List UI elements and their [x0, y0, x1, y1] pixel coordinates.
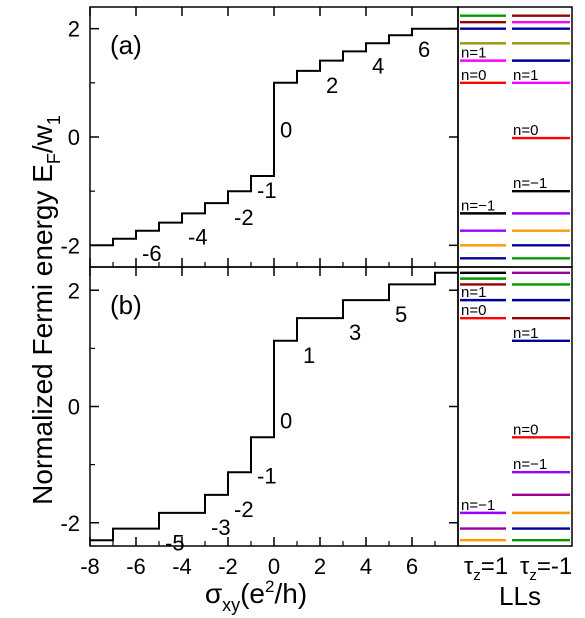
- step-label: -2: [234, 205, 254, 230]
- x-axis-label: σxy(e2/h): [205, 577, 307, 615]
- step-label: -3: [211, 515, 231, 540]
- landau-level-label: n=0: [461, 302, 486, 319]
- x-tick-label: 0: [268, 554, 280, 579]
- landau-level-label: n=1: [461, 284, 486, 301]
- tau-label-2: τz=-1: [520, 553, 572, 584]
- y-axis-label: Normalized Fermi energy EF/w1: [27, 115, 64, 505]
- step-label: 0: [280, 117, 292, 142]
- landau-level-label: n=−1: [461, 197, 495, 214]
- step-label: 6: [418, 37, 430, 62]
- x-tick-label: 6: [406, 554, 418, 579]
- y-tick-label: 0: [68, 395, 80, 420]
- x-tick-label: 4: [360, 554, 372, 579]
- step-label: -5: [165, 531, 185, 556]
- x-tick-label: -6: [126, 554, 146, 579]
- step-label: 0: [280, 409, 292, 434]
- step-label: -4: [188, 225, 208, 250]
- hall-step-curve: [90, 27, 458, 247]
- step-label: 2: [326, 73, 338, 98]
- tau-label-1: τz=1: [464, 553, 508, 584]
- x-tick-label: -2: [218, 554, 238, 579]
- y-tick-label: -2: [60, 511, 80, 536]
- x-tick-label: -8: [80, 554, 100, 579]
- x-tick-label: 2: [314, 554, 326, 579]
- landau-level-label: n=−1: [513, 175, 547, 192]
- panel-label: (b): [110, 290, 142, 320]
- step-label: 3: [349, 320, 361, 345]
- step-label: 1: [303, 343, 315, 368]
- step-label: -2: [234, 497, 254, 522]
- landau-level-label: n=0: [513, 421, 538, 438]
- landau-level-label: n=1: [513, 325, 538, 342]
- step-label: 5: [395, 302, 407, 327]
- landau-level-label: n=0: [461, 67, 486, 84]
- landau-level-label: n=1: [513, 67, 538, 84]
- landau-level-label: n=−1: [461, 497, 495, 514]
- step-label: -6: [142, 241, 162, 266]
- landau-level-label: n=1: [461, 45, 486, 62]
- y-tick-label: 2: [68, 17, 80, 42]
- step-label: 4: [372, 53, 384, 78]
- y-tick-label: 2: [68, 278, 80, 303]
- panel-label: (a): [110, 30, 142, 60]
- landau-level-label: n=0: [513, 122, 538, 139]
- hall-step-curve: [90, 271, 458, 542]
- y-tick-label: 0: [68, 125, 80, 150]
- x-tick-label: -4: [172, 554, 192, 579]
- step-label: -1: [257, 464, 277, 489]
- step-label: -1: [257, 178, 277, 203]
- y-tick-label: -2: [60, 233, 80, 258]
- ll-title: LLs: [499, 581, 541, 611]
- landau-level-label: n=−1: [513, 456, 547, 473]
